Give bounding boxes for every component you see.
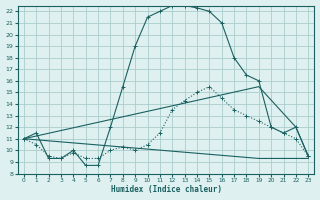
X-axis label: Humidex (Indice chaleur): Humidex (Indice chaleur) [111,185,221,194]
